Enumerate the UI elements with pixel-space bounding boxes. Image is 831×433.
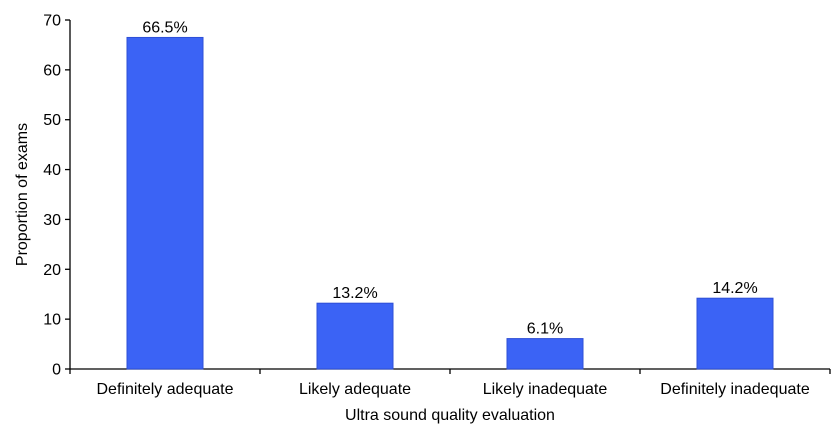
x-category-label: Likely inadequate (483, 381, 608, 398)
y-tick-label: 50 (43, 112, 61, 129)
bar-value-label: 66.5% (142, 19, 187, 36)
bar-value-label: 6.1% (527, 321, 563, 338)
x-category-label: Likely adequate (299, 381, 411, 398)
y-tick-label: 10 (43, 312, 61, 329)
y-axis-title: Proportion of exams (14, 123, 31, 266)
x-category-label: Definitely adequate (97, 381, 234, 398)
bar (696, 297, 774, 370)
y-tick-label: 30 (43, 212, 61, 229)
y-tick-label: 60 (43, 62, 61, 79)
bar (506, 338, 584, 370)
y-tick-label: 0 (52, 362, 61, 379)
y-tick-label: 70 (43, 13, 61, 30)
y-tick-label: 40 (43, 162, 61, 179)
bar (316, 302, 394, 370)
bar-value-label: 13.2% (332, 285, 377, 302)
y-tick-label: 20 (43, 262, 61, 279)
bars (126, 36, 774, 370)
x-axis-title: Ultra sound quality evaluation (345, 407, 555, 424)
bar (126, 36, 204, 370)
y-ticks: 0 10 20 30 40 50 60 70 (43, 13, 831, 379)
x-category-label: Definitely inadequate (660, 381, 810, 398)
data-labels: 66.5% 13.2% 6.1% 14.2% (142, 19, 757, 337)
x-tick-labels: Definitely adequate Likely adequate Likely… (97, 381, 810, 398)
bar-value-label: 14.2% (712, 280, 757, 297)
